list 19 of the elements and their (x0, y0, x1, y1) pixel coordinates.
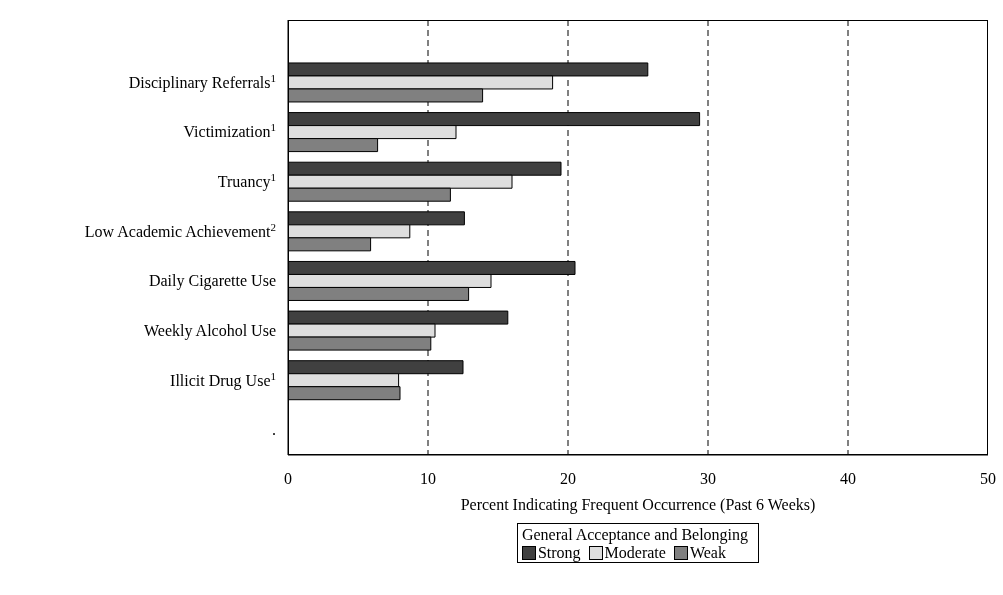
legend-title: General Acceptance and Belonging (521, 526, 749, 544)
y-tick-label: . (272, 421, 276, 439)
x-tick-label: 50 (980, 470, 996, 488)
y-tick-label: Victimization$^{1}$ (183, 121, 276, 141)
x-axis-title: Percent Indicating Frequent Occurrence (Past 6 Weeks) (460, 496, 816, 515)
legend-label: Strong (536, 544, 581, 562)
legend-label: Weak (688, 544, 726, 562)
y-tick-label: Weekly Alcohol Use (143, 321, 276, 340)
x-tick-label: 30 (700, 470, 716, 488)
y-tick-label: Daily Cigarette Use (148, 272, 276, 291)
x-tick-label: 0 (284, 470, 292, 488)
y-tick-label: Disciplinary Referrals$^{1}$ (128, 71, 276, 92)
x-tick-label: 10 (420, 470, 436, 488)
y-tick-label: Illicit Drug Use$^{1}$ (170, 369, 276, 390)
x-tick-label: 40 (840, 470, 856, 488)
y-tick-label: Truancy$^{1}$ (217, 171, 276, 192)
x-tick-label: 20 (560, 470, 576, 488)
legend-label: Moderate (603, 544, 666, 562)
y-tick-label: Low Academic Achievement$^{2}$ (84, 220, 276, 240)
